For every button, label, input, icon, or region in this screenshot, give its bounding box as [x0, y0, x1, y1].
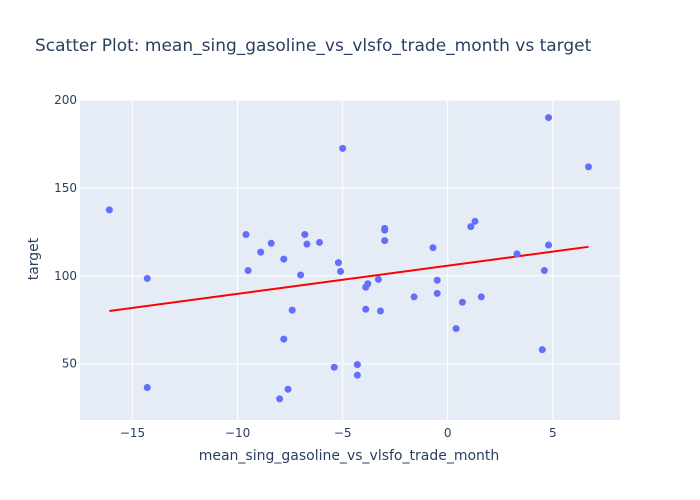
data-point[interactable]: [330, 363, 338, 371]
data-point[interactable]: [538, 346, 546, 354]
data-point[interactable]: [471, 217, 479, 225]
data-point[interactable]: [540, 267, 548, 275]
grid-lines: [80, 99, 620, 420]
data-point[interactable]: [301, 231, 309, 239]
trend-line-layer: [109, 245, 589, 312]
data-point[interactable]: [276, 395, 284, 403]
data-point[interactable]: [353, 371, 361, 379]
data-point[interactable]: [257, 248, 265, 256]
x-tick-label: 0: [444, 426, 452, 440]
data-point[interactable]: [105, 206, 113, 214]
data-point[interactable]: [433, 276, 441, 284]
data-point[interactable]: [316, 238, 324, 246]
y-axis-title: target: [26, 237, 42, 280]
plot-area: [80, 100, 620, 420]
y-tick-label: 50: [62, 357, 77, 371]
data-point[interactable]: [362, 305, 370, 313]
data-point[interactable]: [143, 274, 151, 282]
data-point[interactable]: [334, 259, 342, 267]
data-point[interactable]: [297, 271, 305, 279]
chart-title: Scatter Plot: mean_sing_gasoline_vs_vlsf…: [35, 36, 592, 56]
data-point[interactable]: [467, 223, 475, 231]
data-point[interactable]: [584, 163, 592, 171]
data-point[interactable]: [376, 307, 384, 315]
data-point[interactable]: [364, 280, 372, 288]
data-point[interactable]: [513, 250, 521, 258]
data-point[interactable]: [381, 226, 389, 234]
data-point[interactable]: [433, 289, 441, 297]
data-point[interactable]: [242, 231, 250, 239]
data-point[interactable]: [303, 240, 311, 248]
data-point[interactable]: [339, 144, 347, 152]
data-point[interactable]: [280, 255, 288, 263]
x-tick-label: −10: [225, 426, 250, 440]
points-layer: [105, 114, 592, 403]
y-tick-label: 150: [54, 181, 77, 195]
data-point[interactable]: [477, 293, 485, 301]
data-point[interactable]: [381, 237, 389, 245]
y-tick-label: 100: [54, 269, 77, 283]
y-tick-label: 200: [54, 93, 77, 107]
data-point[interactable]: [410, 293, 418, 301]
data-point[interactable]: [429, 244, 437, 252]
x-tick-label: 5: [549, 426, 557, 440]
data-point[interactable]: [337, 267, 345, 275]
x-tick-label: −15: [120, 426, 145, 440]
data-point[interactable]: [374, 275, 382, 283]
data-point[interactable]: [545, 114, 553, 122]
tick-labels: −15 −10 −5 0 5 50 100 150 200: [54, 93, 556, 440]
data-point[interactable]: [280, 335, 288, 343]
data-point[interactable]: [143, 383, 151, 391]
data-point[interactable]: [458, 298, 466, 306]
trend-line: [109, 245, 589, 312]
data-point[interactable]: [244, 267, 252, 275]
data-point[interactable]: [267, 239, 275, 247]
x-tick-label: −5: [334, 426, 352, 440]
x-axis-title: mean_sing_gasoline_vs_vlsfo_trade_month: [199, 448, 500, 464]
data-point[interactable]: [284, 385, 292, 393]
data-point[interactable]: [288, 306, 296, 314]
data-point[interactable]: [353, 361, 361, 369]
data-point[interactable]: [452, 325, 460, 333]
data-point[interactable]: [545, 241, 553, 249]
